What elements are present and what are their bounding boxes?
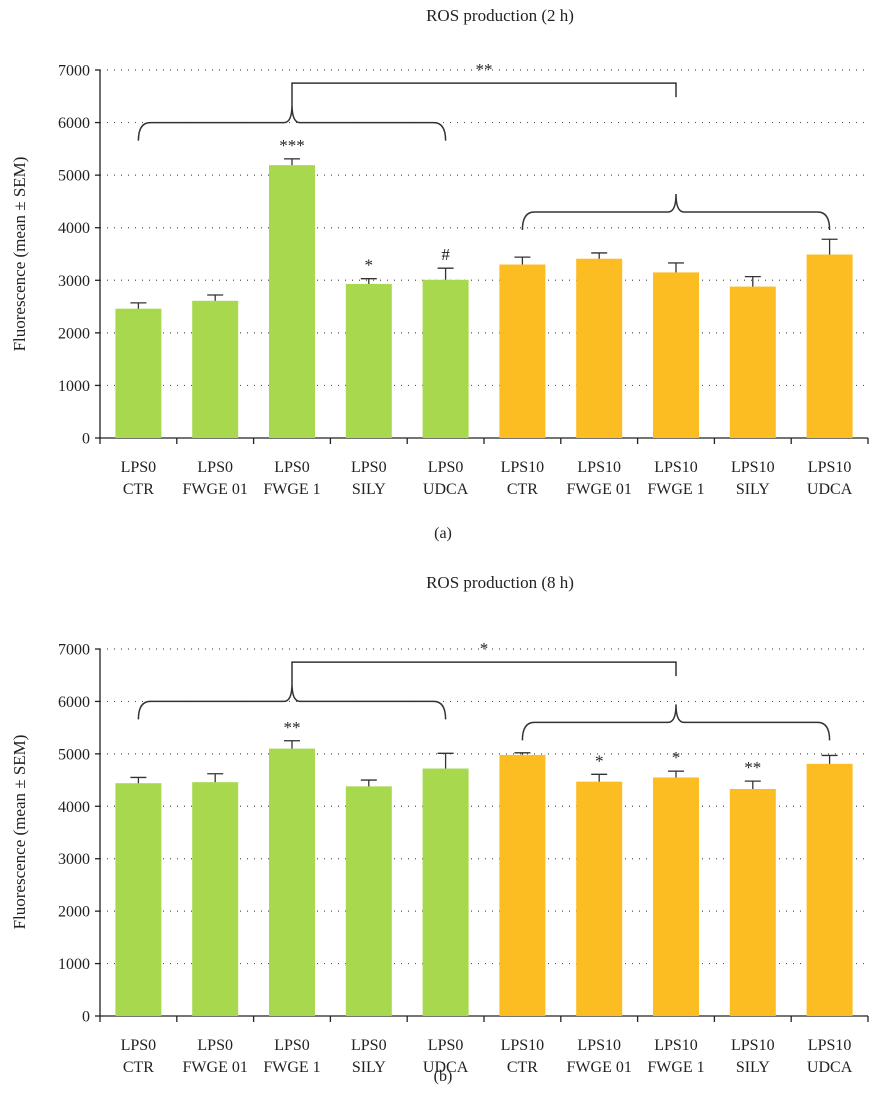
y-axis-label: Fluorescence (mean ± SEM) (10, 157, 29, 352)
panel-label: (a) (434, 525, 452, 542)
y-tick-label: 7000 (58, 642, 90, 659)
bar (345, 283, 392, 438)
significance-mark: ** (744, 758, 761, 777)
x-tick-label: SILY (736, 481, 770, 498)
x-tick-label: CTR (123, 481, 154, 498)
x-tick-label: FWGE 1 (647, 1059, 704, 1076)
y-tick-label: 1000 (58, 378, 90, 395)
x-tick-label: SILY (352, 1059, 386, 1076)
y-tick-label: 2000 (58, 325, 90, 342)
x-tick-label: UDCA (423, 1059, 469, 1076)
x-tick-label: LPS0 (428, 459, 464, 476)
x-tick-label: LPS10 (731, 459, 775, 476)
y-tick-label: 0 (82, 1009, 90, 1026)
chart-title: ROS production (8 h) (426, 573, 574, 592)
bar (729, 286, 776, 438)
group-brace (137, 683, 447, 720)
comparison-significance: * (480, 639, 489, 658)
y-tick-label: 1000 (58, 956, 90, 973)
comparison-bracket (291, 661, 677, 684)
bar (192, 300, 239, 438)
x-tick-label: LPS0 (351, 459, 387, 476)
x-tick-label: LPS0 (274, 459, 310, 476)
x-tick-label: LPS10 (654, 1037, 698, 1054)
x-tick-label: LPS0 (428, 1037, 464, 1054)
x-tick-label: LPS10 (731, 1037, 775, 1054)
bar (269, 165, 315, 438)
y-tick-label: 5000 (58, 746, 90, 763)
x-tick-label: SILY (736, 1059, 770, 1076)
bar (422, 768, 469, 1016)
panel-label: (b) (434, 1068, 453, 1085)
x-tick-label: LPS10 (501, 459, 545, 476)
significance-mark: * (365, 256, 374, 275)
x-tick-label: UDCA (807, 481, 853, 498)
significance-mark: ** (284, 718, 301, 737)
x-tick-label: LPS10 (808, 459, 852, 476)
x-tick-label: FWGE 01 (183, 1059, 248, 1076)
y-axis-label: Fluorescence (mean ± SEM) (10, 735, 29, 930)
y-tick-label: 0 (82, 431, 90, 448)
chart-title: ROS production (2 h) (426, 6, 574, 25)
x-tick-label: CTR (507, 1059, 538, 1076)
bar (115, 783, 162, 1016)
significance-mark: *** (279, 136, 305, 155)
bar (499, 264, 546, 438)
chart-panel-a: ROS production (2 h) Fluorescence (mean ±… (10, 6, 869, 542)
y-tick-label: 4000 (58, 220, 90, 237)
x-tick-label: CTR (507, 481, 538, 498)
bar (806, 763, 853, 1016)
x-tick-label: FWGE 1 (263, 1059, 320, 1076)
x-tick-label: LPS0 (121, 1037, 157, 1054)
comparison-bracket (291, 82, 677, 105)
group-brace (521, 193, 831, 230)
bar (269, 748, 315, 1016)
x-tick-label: FWGE 1 (263, 481, 320, 498)
bar (576, 258, 623, 438)
x-tick-label: LPS10 (577, 459, 621, 476)
x-tick-label: FWGE 01 (567, 481, 632, 498)
y-tick-label: 3000 (58, 851, 90, 868)
chart-panel-b: ROS production (8 h) Fluorescence (mean ±… (10, 573, 869, 1085)
x-tick-label: LPS0 (197, 1037, 233, 1054)
y-tick-label: 6000 (58, 694, 90, 711)
x-tick-label: LPS0 (351, 1037, 387, 1054)
bar (345, 786, 392, 1016)
x-tick-label: LPS0 (274, 1037, 310, 1054)
y-tick-label: 7000 (58, 63, 90, 80)
bar (576, 781, 623, 1016)
x-tick-label: LPS0 (197, 459, 233, 476)
bar (499, 754, 546, 1016)
x-tick-label: FWGE 01 (183, 481, 248, 498)
bar (115, 308, 162, 438)
x-tick-label: UDCA (807, 1059, 853, 1076)
y-tick-label: 3000 (58, 273, 90, 290)
bar (422, 279, 469, 438)
group-brace (521, 704, 831, 741)
significance-mark: # (441, 245, 450, 264)
bar (653, 272, 699, 438)
significance-mark: * (672, 748, 681, 767)
x-tick-label: FWGE 01 (567, 1059, 632, 1076)
x-tick-label: FWGE 1 (647, 481, 704, 498)
x-tick-label: UDCA (423, 481, 469, 498)
x-tick-label: LPS10 (808, 1037, 852, 1054)
y-tick-label: 4000 (58, 799, 90, 816)
comparison-significance: ** (476, 60, 493, 79)
x-tick-label: CTR (123, 1059, 154, 1076)
y-tick-label: 5000 (58, 168, 90, 185)
x-tick-label: LPS10 (654, 459, 698, 476)
x-tick-label: LPS10 (577, 1037, 621, 1054)
y-tick-label: 6000 (58, 115, 90, 132)
significance-mark: * (595, 751, 604, 770)
bar (806, 254, 853, 438)
bar (653, 777, 699, 1016)
x-tick-label: LPS0 (121, 459, 157, 476)
x-tick-label: LPS10 (501, 1037, 545, 1054)
y-tick-label: 2000 (58, 904, 90, 921)
bar (192, 782, 239, 1016)
bar (729, 788, 776, 1016)
x-tick-label: SILY (352, 481, 386, 498)
